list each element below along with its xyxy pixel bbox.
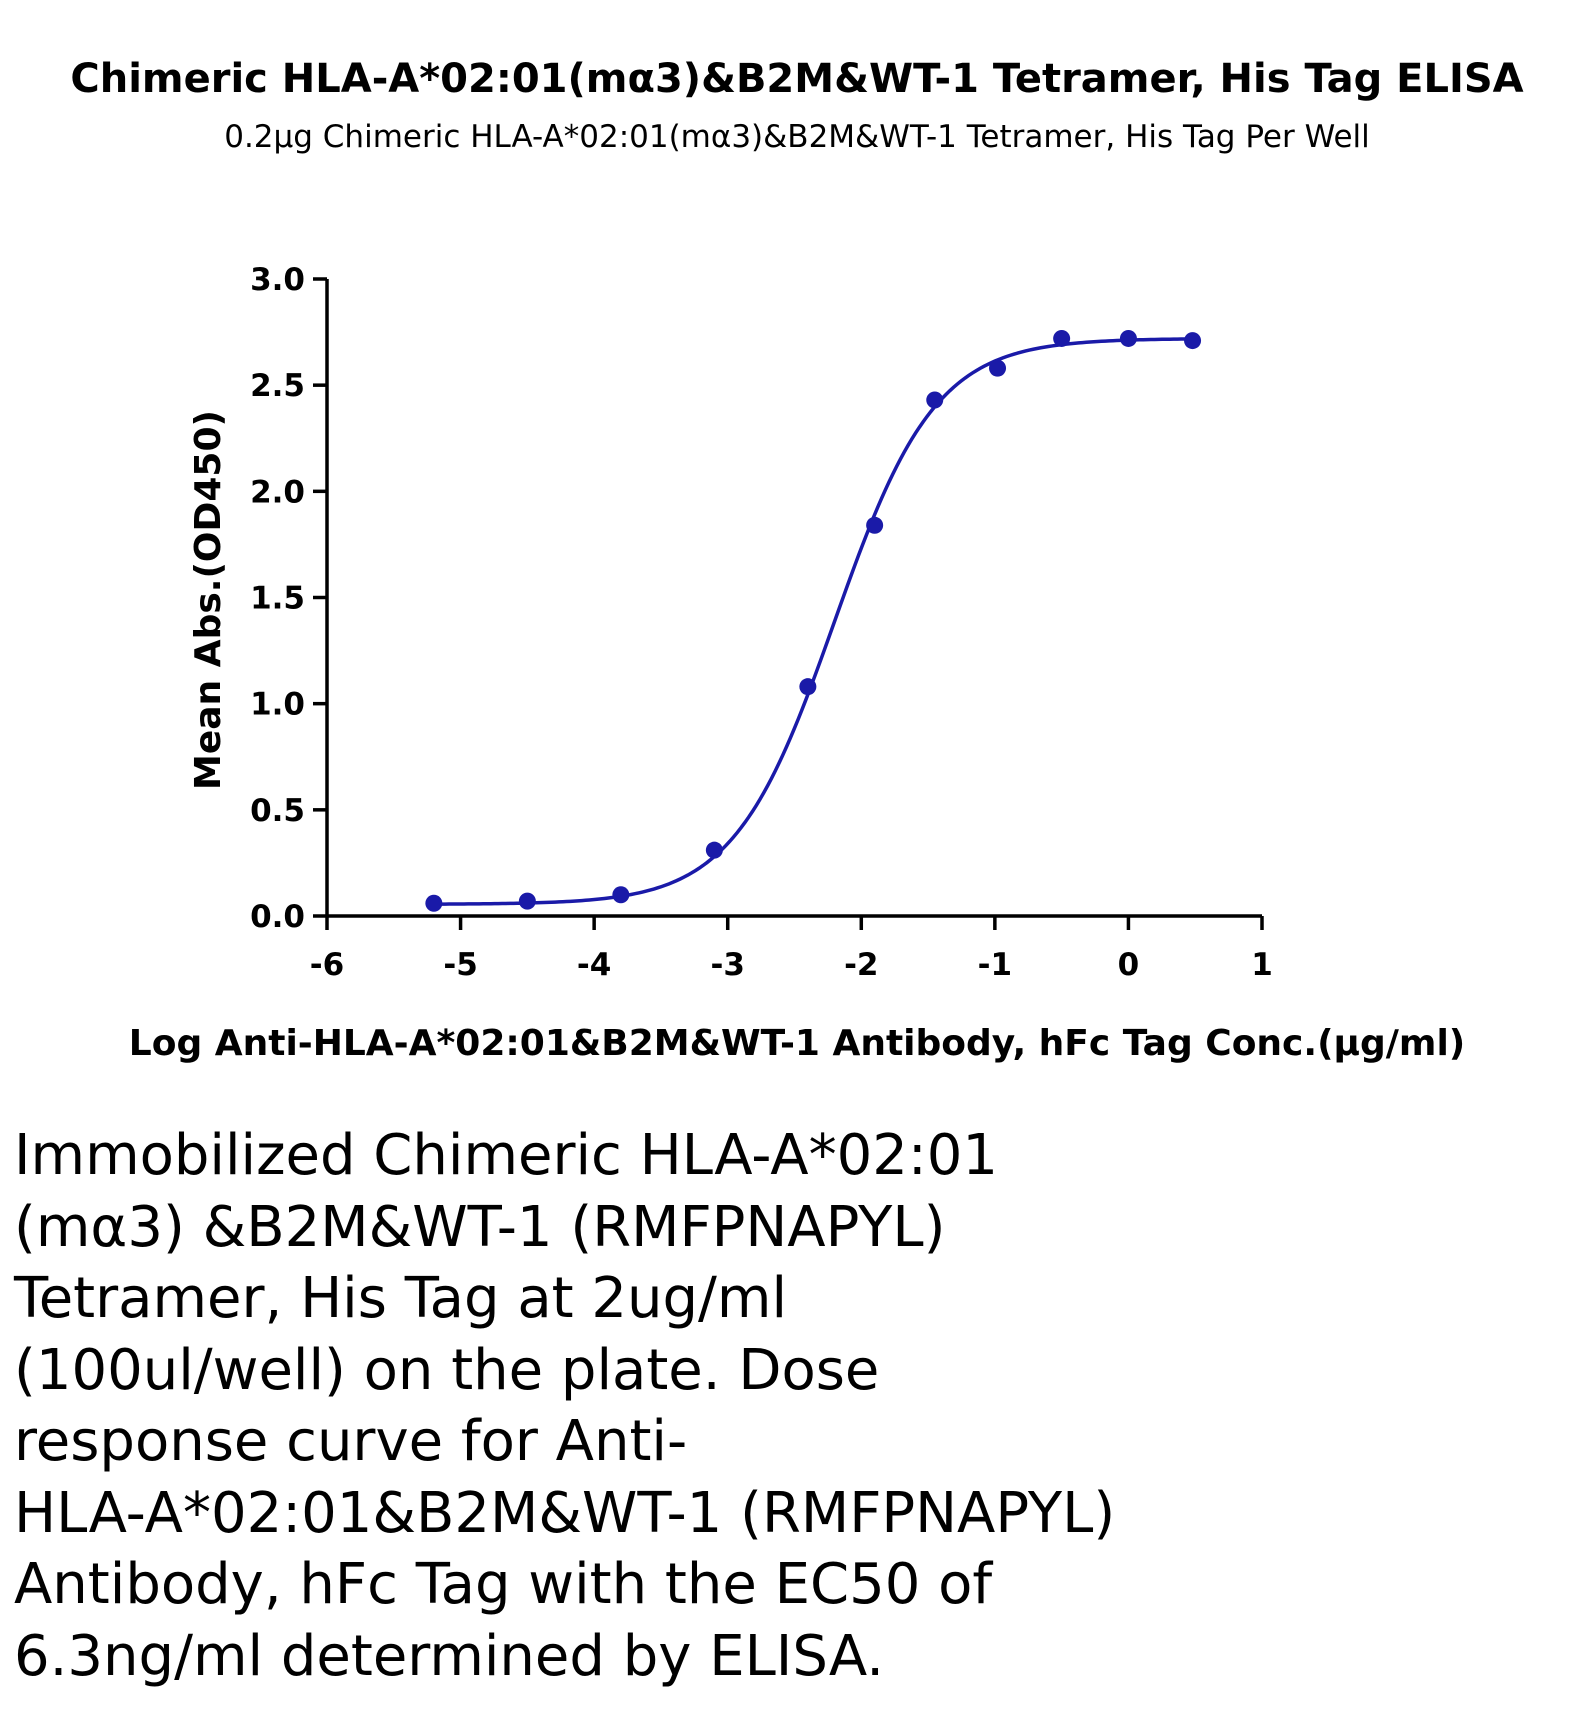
- axes: [325, 279, 1262, 918]
- chart-subtitle: 0.2μg Chimeric HLA-A*02:01(mα3)&B2M&WT-1…: [224, 119, 1370, 155]
- x-tick-label: -1: [978, 947, 1012, 983]
- y-tick-label: 1.0: [250, 687, 305, 723]
- data-point: [425, 894, 443, 912]
- x-tick-label: -2: [844, 947, 878, 983]
- y-tick-label: 2.5: [250, 368, 305, 404]
- chart-title: Chimeric HLA-A*02:01(mα3)&B2M&WT-1 Tetra…: [70, 56, 1523, 102]
- data-point: [1184, 332, 1202, 350]
- data-point: [518, 892, 536, 910]
- data-point: [799, 678, 817, 696]
- fitted-curve: [433, 337, 1193, 906]
- x-tick-label: -6: [310, 947, 344, 983]
- y-tick-label: 3.0: [250, 262, 305, 298]
- data-points: [425, 329, 1202, 912]
- data-point: [1053, 329, 1071, 347]
- elisa-chart: Chimeric HLA-A*02:01(mα3)&B2M&WT-1 Tetra…: [70, 56, 1523, 1064]
- x-tick-label: 0: [1118, 947, 1140, 983]
- x-axis-ticks: -6 -5 -4 -3 -2 -1 0 1: [310, 916, 1273, 983]
- x-tick-label: -4: [577, 947, 611, 983]
- y-tick-label: 0.0: [250, 899, 305, 935]
- data-point: [866, 516, 884, 534]
- data-point: [705, 841, 723, 859]
- x-axis-label: Log Anti-HLA-A*02:01&B2M&WT-1 Antibody, …: [129, 1023, 1465, 1064]
- y-tick-label: 0.5: [250, 793, 305, 829]
- data-point: [1119, 329, 1137, 347]
- data-point: [926, 391, 944, 409]
- data-point: [989, 359, 1007, 377]
- y-axis-label: Mean Abs.(OD450): [188, 410, 229, 790]
- x-tick-label: -5: [443, 947, 477, 983]
- y-axis-ticks: 0.0 0.5 1.0 1.5 2.0 2.5 3.0: [250, 262, 327, 935]
- figure-caption: Immobilized Chimeric HLA-A*02:01 (mα3) &…: [14, 1123, 1116, 1689]
- x-tick-label: -3: [710, 947, 744, 983]
- y-tick-label: 2.0: [250, 474, 305, 510]
- data-point: [612, 886, 630, 904]
- y-tick-label: 1.5: [250, 581, 305, 617]
- x-tick-label: 1: [1251, 947, 1273, 983]
